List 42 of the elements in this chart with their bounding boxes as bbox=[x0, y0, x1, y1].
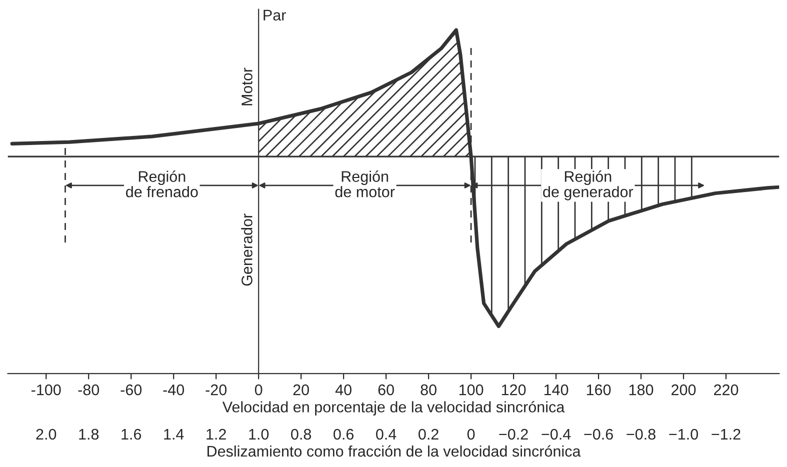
x2-tick-label: 1.8 bbox=[79, 428, 99, 440]
annotation: Motor bbox=[242, 68, 252, 106]
annotation: Generador bbox=[241, 214, 252, 286]
x2-tick-label: 1.6 bbox=[122, 428, 142, 440]
x2-tick-label: 0.6 bbox=[334, 428, 354, 440]
x2-tick-label: 1.4 bbox=[164, 429, 184, 440]
x2-tick-label: −1.0 bbox=[669, 428, 698, 440]
x-axis-title: Velocidad en porcentaje de la velocidad sincrónica bbox=[222, 401, 565, 416]
x2-tick-label: 0.8 bbox=[291, 428, 312, 440]
x-tick-label: -20 bbox=[206, 384, 227, 396]
x2-axis-title: Deslizamiento como fracción de la velocidad sincrónica bbox=[208, 445, 581, 457]
x-tick-label: 20 bbox=[293, 384, 309, 396]
x2-tick-label: 0.4 bbox=[376, 428, 396, 440]
annotation: Región de motor bbox=[335, 170, 395, 198]
x2-tick-label: 2.0 bbox=[36, 428, 56, 440]
x-tick-label: 60 bbox=[378, 384, 394, 396]
x-tick-label: 0 bbox=[254, 384, 262, 396]
x2-tick-label: 1.2 bbox=[206, 428, 226, 440]
x-tick-label: 220 bbox=[714, 384, 738, 396]
x2-tick-label: 0.2 bbox=[418, 428, 438, 440]
x-tick-label: 100 bbox=[459, 384, 484, 396]
x2-tick-label: 1.0 bbox=[249, 428, 269, 440]
x-tick-label: -40 bbox=[163, 384, 184, 396]
annotation: Región de frenado bbox=[126, 170, 198, 198]
annotation: Región de generador bbox=[543, 170, 634, 200]
x2-tick-label: 0 bbox=[467, 428, 475, 440]
x-tick-label: 80 bbox=[420, 384, 436, 396]
x2-tick-label: −0.4 bbox=[542, 428, 571, 440]
x-tick-label: 180 bbox=[629, 384, 654, 396]
x2-tick-label: −0.8 bbox=[626, 428, 656, 440]
x-tick-label: 120 bbox=[502, 384, 526, 396]
y-axis-title: Par bbox=[264, 10, 286, 21]
x-tick-label: 200 bbox=[672, 384, 696, 396]
x-tick-label: 160 bbox=[586, 384, 611, 396]
x2-tick-label: −0.2 bbox=[499, 428, 528, 440]
x2-tick-label: −1.2 bbox=[712, 428, 740, 440]
x2-tick-label: −0.6 bbox=[584, 428, 613, 440]
x-tick-label: 40 bbox=[335, 384, 352, 396]
x-tick-label: -60 bbox=[120, 384, 142, 396]
x-tick-label: -100 bbox=[32, 384, 61, 396]
x-tick-label: -80 bbox=[78, 384, 100, 396]
x-tick-label: 140 bbox=[544, 384, 568, 396]
